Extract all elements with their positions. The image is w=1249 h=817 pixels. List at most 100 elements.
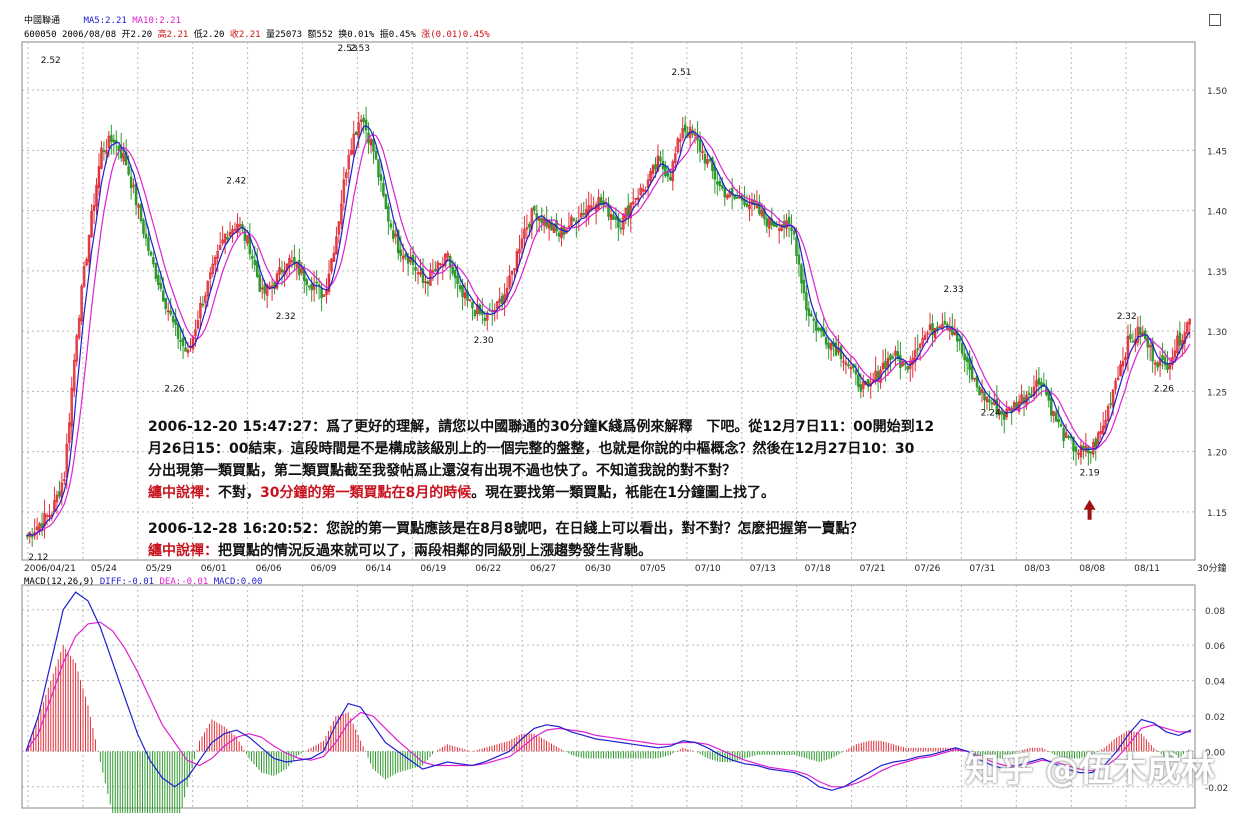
candle-body — [30, 535, 34, 538]
candle-body — [721, 185, 724, 189]
candle-body — [703, 153, 707, 164]
candle-body — [629, 202, 633, 219]
candle-body — [639, 187, 642, 196]
candle-body — [1040, 381, 1043, 387]
candle-body — [218, 245, 222, 250]
candle-body — [904, 362, 907, 365]
candle-body — [1129, 334, 1132, 340]
candle-body — [1059, 423, 1063, 427]
candle-body — [446, 252, 449, 258]
candle-body — [352, 133, 355, 155]
dea-label: DEA:-0.01 — [159, 577, 209, 587]
candle-body — [112, 139, 116, 143]
macd-tick-label: 0.00 — [1205, 748, 1225, 758]
candle-body — [540, 218, 543, 223]
date-tick-label: 07/10 — [695, 564, 721, 574]
candle-body — [439, 263, 442, 265]
reply-rest: 。現在要找第一類買點，衹能在1分鐘圖上找了。 — [471, 485, 775, 501]
candle-body — [913, 350, 917, 363]
candle-body — [164, 298, 168, 310]
candle-body — [631, 201, 635, 205]
quote-change: 涨(0.01)0.45% — [421, 30, 490, 40]
candle-body — [738, 196, 741, 199]
price-annotation: 2.53 — [338, 44, 358, 54]
candle-body — [211, 263, 215, 274]
candle-body — [174, 319, 177, 325]
candle-body — [646, 179, 650, 188]
comment-line-4: 纏中說禪：不對，30分鐘的第一類買點在8月的時候。現在要找第一類買點，衹能在1分… — [148, 482, 775, 502]
candle-body — [676, 138, 680, 153]
candle-body — [374, 150, 378, 160]
stock-header: 中國聯通 MA5:2.21 MA10:2.21 — [24, 13, 181, 26]
candle-body — [607, 203, 610, 217]
candle-body — [45, 514, 49, 517]
candle-body — [1037, 378, 1041, 385]
price-tick-label: 1.25 — [1207, 388, 1227, 398]
quote-date: 2006/08/08 — [61, 30, 117, 40]
candle-body — [157, 274, 160, 285]
candle-body — [100, 147, 103, 169]
quote-amplitude: 振0.45% — [379, 30, 416, 40]
candle-body — [706, 159, 709, 165]
candle-body — [906, 365, 910, 370]
candle-body — [834, 342, 838, 356]
ma5-line — [26, 125, 1191, 537]
candle-body — [456, 275, 459, 284]
candle-body — [80, 285, 83, 322]
date-tick-label: 06/06 — [256, 564, 282, 574]
candle-body — [82, 266, 86, 287]
candle-body — [332, 252, 336, 262]
candle-body — [716, 181, 719, 185]
candle-body — [1151, 342, 1154, 362]
macd-tick-label: -0.02 — [1205, 784, 1228, 794]
comment-line-2: 月26日15：00結束，這段時間是不是構成該級別上的一個完整的盤整，也就是你說的… — [148, 441, 915, 457]
candle-body — [1176, 335, 1179, 354]
candle-body — [985, 396, 989, 403]
candle-body — [213, 257, 217, 265]
candle-body — [127, 166, 130, 175]
candle-body — [471, 301, 474, 309]
candle-body — [1035, 380, 1038, 388]
candle-body — [862, 381, 865, 389]
candle-body — [545, 218, 548, 227]
candle-body — [335, 236, 338, 255]
candle-body — [1096, 432, 1100, 445]
candle-body — [503, 294, 506, 304]
candle-body — [238, 224, 242, 227]
candle-body — [55, 494, 59, 503]
candle-body — [349, 150, 353, 156]
candle-body — [884, 360, 887, 370]
candle-body — [194, 329, 197, 337]
candle-body — [347, 154, 351, 170]
candle-body — [233, 228, 237, 231]
price-tick-label: 1.15 — [1207, 509, 1227, 519]
candle-body — [790, 227, 793, 232]
window-restore-icon[interactable] — [1209, 14, 1221, 26]
candle-body — [572, 218, 576, 221]
candle-body — [1186, 322, 1189, 334]
macd-header: MACD(12,26,9) DIFF:-0.01 DEA:-0.01 MACD:… — [24, 577, 262, 587]
candle-body — [307, 285, 311, 288]
candle-body — [988, 399, 991, 403]
date-tick-label: 06/09 — [311, 564, 337, 574]
candle-body — [176, 322, 180, 339]
candle-body — [582, 213, 586, 215]
candle-body — [619, 227, 623, 230]
date-tick-label: 08/03 — [1024, 564, 1050, 574]
stock-code: 600050 — [24, 30, 57, 40]
candle-body — [839, 346, 843, 359]
candle-body — [520, 238, 524, 249]
candle-body — [139, 203, 143, 222]
price-annotation: 2.32 — [1117, 312, 1137, 322]
candle-body — [874, 370, 877, 382]
candle-body — [300, 268, 304, 274]
candle-body — [70, 387, 74, 427]
reply-2: 把買點的情況反過來就可以了，兩段相鄰的同級別上漲趨勢發生背馳。 — [218, 543, 652, 559]
candle-body — [921, 337, 924, 345]
candle-body — [983, 391, 986, 401]
candle-body — [1101, 425, 1105, 435]
candle-body — [1173, 350, 1177, 358]
candle-body — [894, 350, 897, 356]
candle-body — [599, 197, 603, 205]
date-tick-label: 07/31 — [969, 564, 995, 574]
